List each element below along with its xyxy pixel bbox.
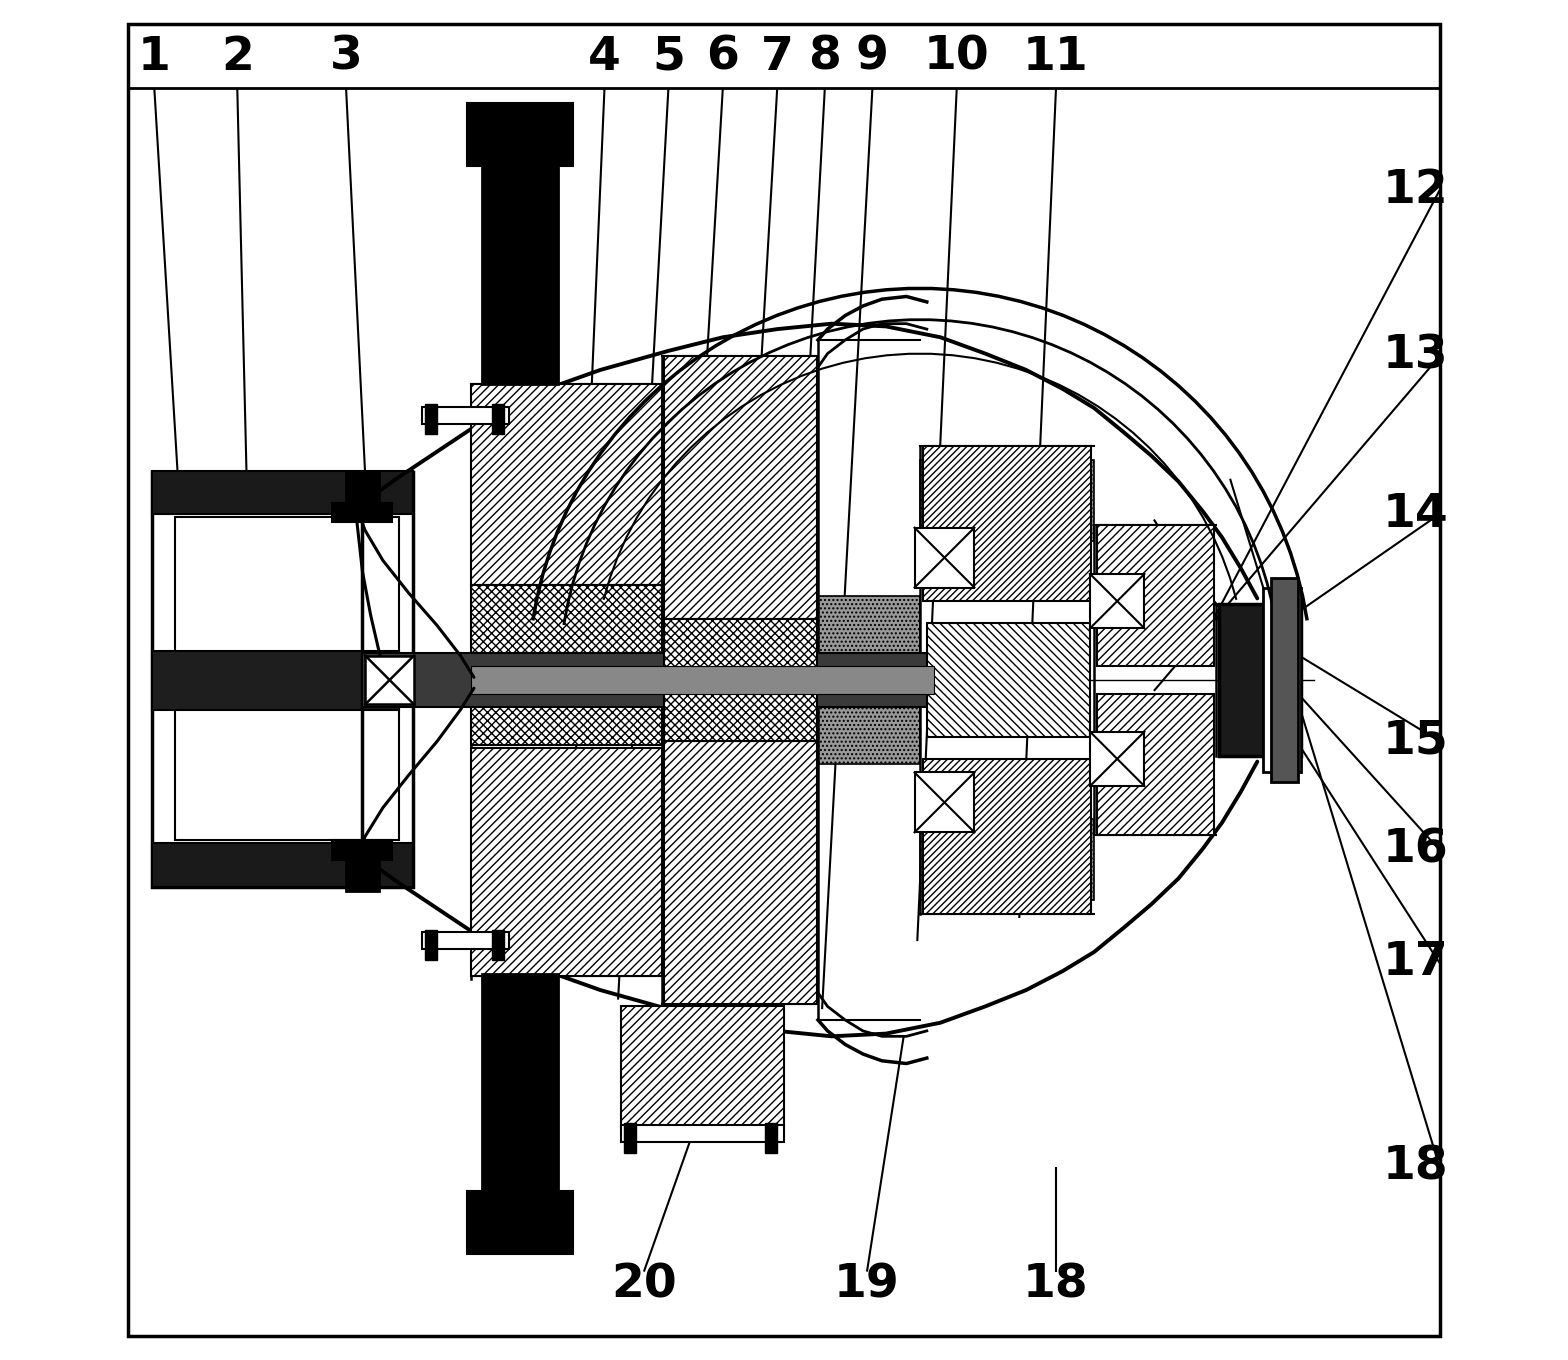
Bar [472, 585, 662, 745]
Bar [492, 404, 503, 434]
Bar [152, 471, 412, 514]
Text: 19: 19 [834, 1262, 900, 1308]
Bar [152, 651, 400, 710]
Bar [174, 517, 400, 840]
Bar [665, 741, 817, 1004]
Text: 16: 16 [1383, 827, 1449, 873]
Bar [425, 404, 437, 434]
Text: 12: 12 [1383, 167, 1449, 214]
Text: 5: 5 [652, 34, 685, 80]
Bar [152, 472, 412, 887]
Text: 4: 4 [588, 34, 621, 80]
Text: 8: 8 [809, 34, 840, 80]
Text: 10: 10 [924, 34, 989, 80]
Bar [472, 384, 662, 585]
Bar [347, 855, 379, 891]
Text: 17: 17 [1383, 940, 1449, 986]
Bar [922, 759, 1091, 914]
Text: 11: 11 [1024, 34, 1088, 80]
Bar [481, 974, 558, 1221]
Bar [665, 356, 817, 619]
Bar [621, 1125, 784, 1142]
Bar [152, 843, 412, 887]
Bar [467, 1191, 574, 1254]
Bar [1096, 694, 1214, 835]
Bar [422, 407, 510, 424]
Bar [467, 103, 574, 166]
Text: 15: 15 [1383, 718, 1449, 764]
Bar [332, 503, 392, 522]
Bar [765, 1123, 778, 1153]
Text: 1: 1 [138, 34, 171, 80]
Text: 18: 18 [1383, 1144, 1447, 1190]
Bar [1090, 574, 1145, 628]
Bar [922, 446, 1091, 601]
Bar [621, 1006, 784, 1126]
Bar [472, 666, 933, 694]
Bar [332, 840, 392, 860]
Text: 6: 6 [706, 34, 739, 80]
Text: 20: 20 [612, 1262, 677, 1308]
Bar [624, 1123, 635, 1153]
Bar [1090, 732, 1145, 786]
Bar [422, 932, 510, 949]
Bar [914, 528, 974, 588]
Bar [1220, 604, 1301, 756]
Bar [920, 819, 1094, 900]
Bar [365, 656, 414, 704]
Text: 18: 18 [1024, 1262, 1088, 1308]
Bar [481, 136, 558, 384]
Bar [1096, 525, 1214, 666]
Text: 13: 13 [1383, 333, 1447, 379]
Bar [425, 930, 437, 960]
Bar [665, 619, 817, 741]
Bar [1262, 588, 1301, 772]
Text: 7: 7 [760, 34, 793, 80]
Bar [347, 471, 379, 506]
Text: 2: 2 [221, 34, 254, 80]
Bar [927, 623, 1090, 737]
Text: 3: 3 [329, 34, 362, 80]
Bar [492, 930, 503, 960]
Bar [818, 596, 920, 764]
Text: 9: 9 [856, 34, 889, 80]
Bar [472, 748, 662, 976]
Bar [1272, 578, 1298, 782]
Bar [914, 772, 974, 832]
Bar [920, 460, 1094, 541]
Bar [362, 653, 947, 707]
Text: 14: 14 [1383, 491, 1449, 537]
